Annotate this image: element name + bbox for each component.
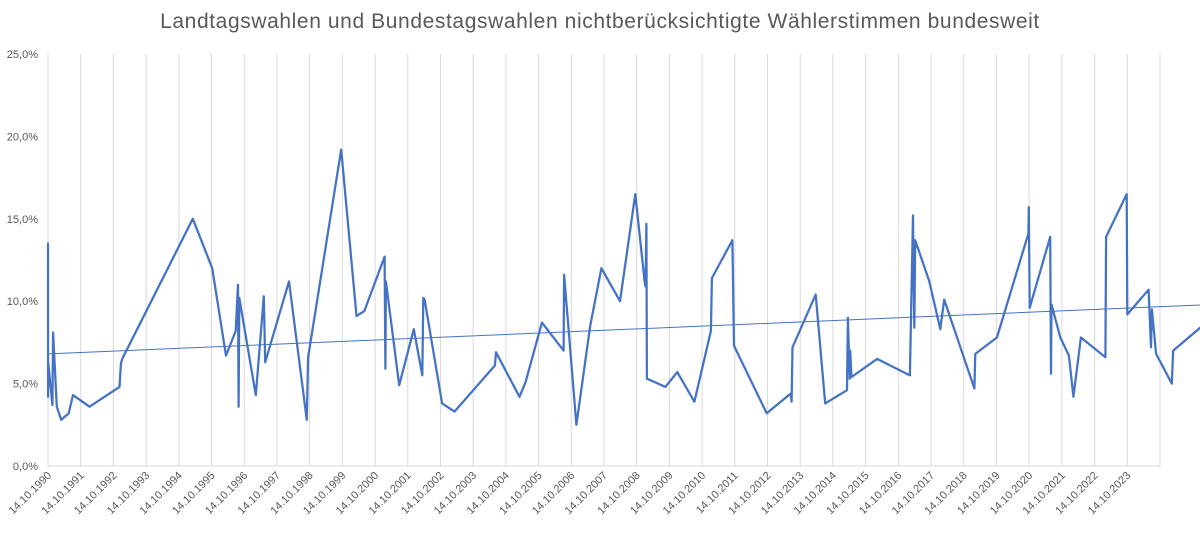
y-tick-label: 20,0% — [7, 131, 38, 143]
y-tick-label: 10,0% — [7, 296, 38, 308]
y-tick-label: 15,0% — [7, 214, 38, 226]
x-axis-ticks: 14.10.199014.10.199114.10.199214.10.1993… — [7, 470, 1134, 517]
chart-title: Landtagswahlen und Bundestagswahlen nich… — [160, 10, 1040, 33]
y-tick-label: 5,0% — [13, 379, 38, 391]
grid-lines — [47, 54, 1161, 466]
series-line-0 — [46, 148, 1200, 426]
series-group — [46, 148, 1200, 426]
trendline — [47, 304, 1200, 355]
y-tick-label: 25,0% — [7, 49, 38, 61]
y-tick-label: 0,0% — [13, 461, 38, 473]
y-axis-ticks: 0,0% 5,0% 10,0% 15,0% 20,0% 25,0% — [7, 49, 38, 473]
